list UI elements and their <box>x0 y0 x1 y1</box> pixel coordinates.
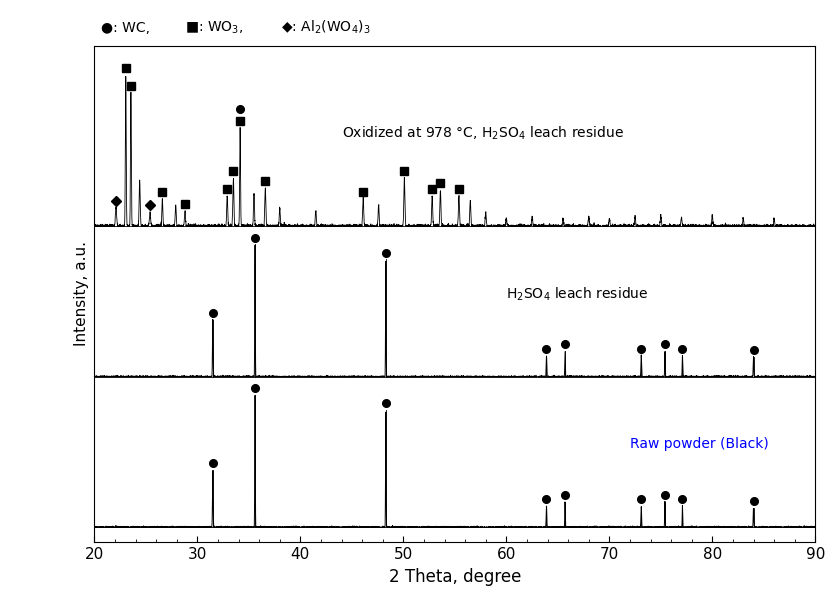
X-axis label: 2 Theta, degree: 2 Theta, degree <box>389 568 521 586</box>
Text: H$_2$SO$_4$ leach residue: H$_2$SO$_4$ leach residue <box>507 285 648 303</box>
Y-axis label: Intensity, a.u.: Intensity, a.u. <box>74 242 89 346</box>
Text: Oxidized at 978 °C, H$_2$SO$_4$ leach residue: Oxidized at 978 °C, H$_2$SO$_4$ leach re… <box>342 124 623 142</box>
Text: Raw powder (Black): Raw powder (Black) <box>630 438 769 452</box>
Text: ■: WO$_3$,: ■: WO$_3$, <box>185 20 244 36</box>
Text: ◆: Al$_2$(WO$_4$)$_3$: ◆: Al$_2$(WO$_4$)$_3$ <box>281 19 371 36</box>
Text: ●: WC,: ●: WC, <box>101 21 150 34</box>
